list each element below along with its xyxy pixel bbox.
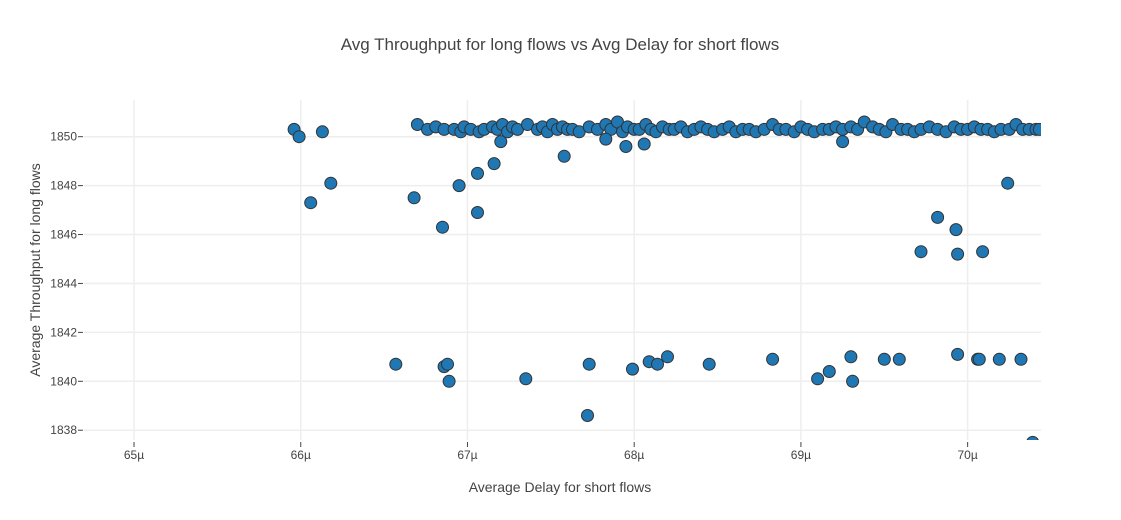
scatter-point[interactable] [811, 372, 825, 386]
x-tick-label: 69µ [791, 448, 811, 462]
scatter-point[interactable] [487, 157, 501, 171]
scatter-point[interactable] [972, 352, 986, 366]
scatter-point[interactable] [892, 352, 906, 366]
x-axis-title: Average Delay for short flows [469, 479, 652, 495]
scatter-point[interactable] [1032, 122, 1045, 136]
scatter-point[interactable] [877, 352, 891, 366]
scatter-point[interactable] [626, 362, 639, 376]
scatter-point[interactable] [324, 176, 338, 190]
grid-layer [84, 100, 1041, 440]
scatter-point[interactable] [494, 135, 508, 149]
scatter-point[interactable] [651, 357, 664, 371]
scatter-point[interactable] [1014, 352, 1028, 366]
scatter-point[interactable] [951, 247, 965, 261]
y-tick-label: 1846 [50, 228, 77, 242]
scatter-point[interactable] [599, 132, 613, 146]
y-tick-label: 1842 [50, 325, 77, 339]
scatter-point[interactable] [976, 245, 990, 259]
scatter-point[interactable] [304, 196, 318, 210]
scatter-point[interactable] [442, 374, 456, 388]
scatter-point[interactable] [581, 409, 594, 422]
y-tick-label: 1838 [50, 423, 77, 437]
scatter-point[interactable] [766, 352, 780, 366]
scatter-point[interactable] [452, 179, 466, 193]
scatter-point[interactable] [292, 130, 306, 144]
scatter-point[interactable] [836, 135, 850, 149]
scatter-point[interactable] [407, 191, 421, 205]
scatter-point[interactable] [822, 365, 836, 378]
y-tick-label: 1848 [50, 179, 77, 193]
scatter-point[interactable] [914, 245, 928, 259]
chart-title: Avg Throughput for long flows vs Avg Del… [341, 35, 779, 54]
scatter-point[interactable] [436, 220, 449, 234]
scatter-point[interactable] [619, 140, 633, 153]
scatter-point[interactable] [951, 347, 965, 361]
scatter-point[interactable] [702, 357, 716, 371]
y-tick-label: 1840 [50, 374, 77, 388]
scatter-point[interactable] [471, 166, 484, 180]
scatter-point[interactable] [1001, 176, 1015, 190]
scatter-point[interactable] [441, 357, 454, 371]
scatter-point[interactable] [1026, 435, 1039, 448]
x-tick-label: 65µ [124, 448, 144, 462]
points-layer[interactable] [287, 115, 1045, 448]
y-tick-label: 1850 [50, 130, 77, 144]
scatter-point[interactable] [315, 125, 329, 139]
x-tick-label: 70µ [958, 448, 978, 462]
y-tick-label: 1844 [50, 276, 77, 290]
scatter-point[interactable] [844, 350, 858, 364]
x-tick-label: 66µ [291, 448, 311, 462]
ticks-layer: 65µ 66µ 67µ 68µ 69µ 70µ 1838 1840 1842 1844 1846 18… [50, 130, 978, 462]
scatter-point[interactable] [846, 374, 860, 388]
scatter-point[interactable] [389, 357, 403, 371]
scatter-point[interactable] [949, 223, 963, 237]
x-tick-label: 67µ [457, 448, 477, 462]
scatter-point[interactable] [992, 352, 1006, 366]
y-axis-title: Average Throughput for long flows [27, 163, 43, 377]
scatter-point[interactable] [557, 149, 571, 163]
scatter-point[interactable] [661, 350, 674, 364]
x-tick-label: 68µ [624, 448, 644, 462]
scatter-point[interactable] [931, 210, 945, 224]
scatter-point[interactable] [519, 372, 533, 386]
scatter-point[interactable] [637, 137, 651, 151]
scatter-point[interactable] [582, 357, 596, 371]
scatter-point[interactable] [471, 206, 484, 219]
